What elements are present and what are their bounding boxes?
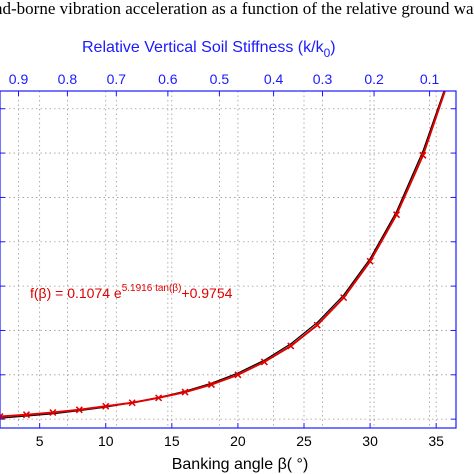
top-tick-label: 0.3: [313, 71, 333, 87]
top-tick-label: 0.6: [158, 71, 178, 87]
series-point: [260, 358, 268, 366]
x-tick-label: 20: [230, 433, 246, 449]
fit-equation: f(β) = 0.1074 e5.1916 tan(β)+0.9754: [30, 283, 233, 301]
x-tick-label: 5: [36, 433, 44, 449]
top-tick-label: 0.7: [107, 71, 127, 87]
x-tick-label: 25: [296, 433, 312, 449]
series-point: [49, 408, 57, 417]
series-point: [287, 342, 295, 350]
series-point: [128, 399, 136, 407]
top-tick-label: 0.8: [58, 71, 78, 87]
x-axis-ticks: 5 10 15 20 25 30 35: [0, 108, 456, 449]
series-group: [0, 75, 452, 421]
series-point: [419, 151, 427, 159]
series-point: [181, 388, 189, 396]
top-tick-label: 0.5: [210, 71, 230, 87]
top-tick-label: 0.2: [364, 71, 384, 87]
series-point: [75, 406, 83, 414]
top-tick-label: 0.4: [264, 71, 284, 87]
x-tick-label: 35: [428, 433, 444, 449]
top-tick-label: 0.1: [420, 71, 440, 87]
series-point: [102, 402, 110, 410]
series-point: [207, 381, 216, 389]
series-point: [446, 75, 452, 81]
series-point: [234, 371, 242, 379]
series-line: [0, 91, 446, 418]
x-tick-label: 30: [362, 433, 378, 449]
series-point: [0, 412, 4, 421]
series-point: [313, 321, 321, 329]
x-axis-label: Banking angle β( °): [172, 456, 309, 473]
top-tick-label: 0.9: [9, 71, 29, 87]
top-axis-label: Relative Vertical Soil Stiffness (k/k0): [82, 39, 336, 60]
x-tick-label: 15: [164, 433, 180, 449]
series-layer: [0, 75, 452, 421]
top-axis-ticks: 0.9 0.8 0.7 0.6 0.5 0.4 0.3 0.2 0.1: [9, 71, 440, 96]
plot-frame: [0, 90, 457, 429]
series-point: [155, 394, 163, 402]
series-point: [392, 211, 401, 219]
x-tick-label: 10: [98, 433, 114, 449]
chart-title: nd-borne vibration acceleration as a fun…: [0, 0, 474, 18]
series-point: [366, 257, 374, 265]
series-point: [340, 294, 348, 302]
series-point: [22, 411, 30, 419]
